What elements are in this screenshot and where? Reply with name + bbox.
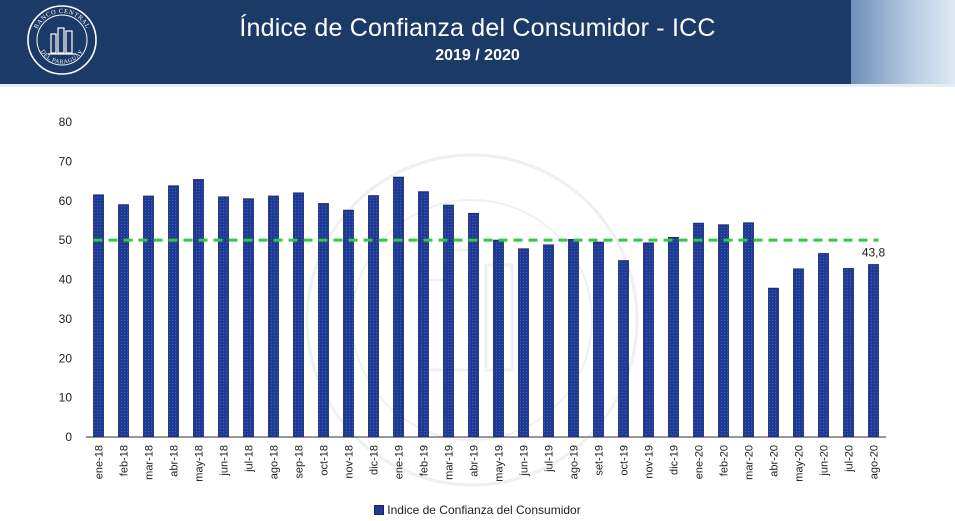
y-tick-label: 0: [65, 430, 72, 444]
x-tick-label: mar-19: [444, 445, 456, 480]
x-tick-label: ago-18: [269, 445, 281, 479]
x-tick-label: jun-20: [819, 445, 831, 477]
central-bank-logo: BANCO CENTRAL DEL PARAGUAY: [27, 5, 97, 75]
y-tick-label: 60: [59, 194, 73, 208]
x-tick-label: jul-19: [544, 445, 556, 473]
chart-subtitle: 2019 / 2020: [435, 47, 520, 64]
bar-jul-18: [243, 198, 254, 438]
bar-jun-20: [818, 253, 829, 438]
bar-jun-19: [518, 248, 529, 438]
bar-may-20: [793, 268, 804, 438]
y-tick-label: 50: [59, 233, 73, 247]
x-tick-label: nov-19: [644, 445, 656, 479]
bar-abr-18: [168, 185, 179, 438]
bar-feb-18: [118, 204, 129, 438]
bar-nov-19: [643, 242, 654, 438]
x-tick-label: dic-18: [369, 445, 381, 475]
bar-may-18: [193, 179, 204, 438]
bar-chart: 0 10 20 30 40 50 60 70 80 ene-18 feb-18 mar-18 abr-1…: [59, 115, 886, 482]
bar-ago-20: [868, 264, 879, 438]
x-tick-label: may-20: [794, 445, 806, 482]
bar-feb-19: [418, 191, 429, 438]
header-rule: [0, 84, 955, 87]
bar-sep-18: [293, 192, 304, 438]
legend-label: Indice de Confianza del Consumidor: [387, 503, 581, 517]
bar-feb-20: [718, 224, 729, 438]
bar-ene-18: [93, 194, 104, 438]
bar-mar-20: [743, 222, 754, 438]
x-tick-label: jul-18: [244, 445, 256, 473]
x-tick-label: abr-18: [169, 445, 181, 477]
x-tick-label: feb-20: [719, 445, 731, 476]
x-tick-label: mar-18: [144, 445, 156, 480]
bar-set-19: [593, 241, 604, 438]
x-tick-label: abr-20: [769, 445, 781, 477]
x-tick-label: may-19: [494, 445, 506, 482]
header-accent: [851, 0, 955, 84]
x-tick-label: nov-18: [344, 445, 356, 479]
bar-jul-19: [543, 244, 554, 438]
bar-ago-18: [268, 195, 279, 438]
bar-mar-18: [143, 195, 154, 438]
x-tick-label: jun-19: [519, 445, 531, 477]
bar-may-19: [493, 239, 504, 438]
x-tick-label: dic-19: [669, 445, 681, 475]
chart-title: Índice de Confianza del Consumidor - ICC: [239, 14, 716, 42]
bar-abr-19: [468, 212, 479, 438]
y-tick-label: 20: [59, 351, 73, 365]
x-tick-label: feb-19: [419, 445, 431, 476]
bar-ene-19: [393, 176, 404, 438]
y-tick-label: 40: [59, 273, 73, 287]
bar-oct-18: [318, 203, 329, 438]
y-tick-label: 70: [59, 154, 73, 168]
bar-ago-19: [568, 238, 579, 438]
x-tick-label: ago-20: [869, 445, 881, 479]
y-tick-label: 30: [59, 312, 73, 326]
bar-nov-18: [343, 209, 354, 438]
x-tick-label: oct-18: [319, 445, 331, 476]
bar-oct-19: [618, 260, 629, 438]
y-tick-label: 80: [59, 115, 73, 129]
header-banner: [0, 0, 955, 84]
data-label: 43,8: [862, 246, 886, 260]
bar-ene-20: [693, 222, 704, 438]
y-tick-label: 10: [59, 391, 73, 405]
x-tick-label: may-18: [194, 445, 206, 482]
x-tick-label: ene-20: [694, 445, 706, 479]
x-tick-label: oct-19: [619, 445, 631, 476]
legend-swatch: [374, 504, 385, 515]
bar-dic-18: [368, 195, 379, 438]
x-tick-label: set-19: [594, 445, 606, 476]
x-tick-label: ene-18: [94, 445, 106, 479]
x-tick-label: ago-19: [569, 445, 581, 479]
bar-mar-19: [443, 204, 454, 438]
bar-jul-20: [843, 268, 854, 438]
x-tick-label: jun-18: [219, 445, 231, 477]
x-tick-label: jul-20: [844, 445, 856, 473]
bar-jun-18: [218, 196, 229, 438]
x-tick-label: mar-20: [744, 445, 756, 480]
x-tick-label: abr-19: [469, 445, 481, 477]
bar-dic-19: [668, 236, 679, 438]
legend: Indice de Confianza del Consumidor: [0, 503, 955, 517]
x-tick-label: feb-18: [119, 445, 131, 476]
x-tick-label: ene-19: [394, 445, 406, 479]
x-tick-label: sep-18: [294, 445, 306, 479]
bar-abr-20: [768, 287, 779, 438]
